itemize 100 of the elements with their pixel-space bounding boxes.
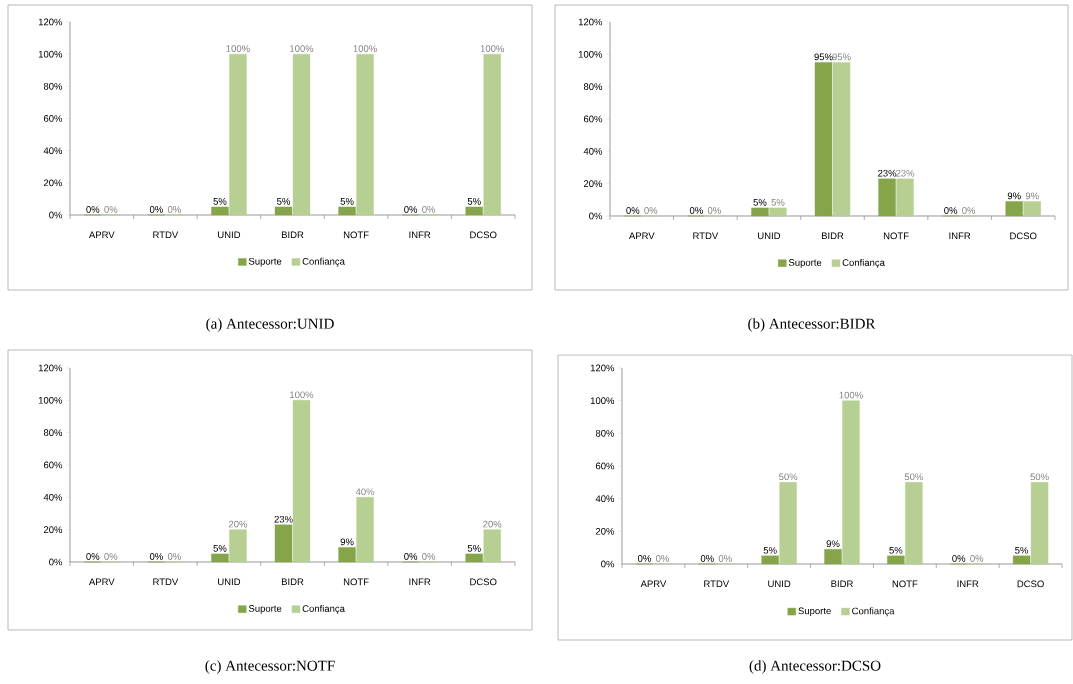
data-label: 50% xyxy=(1030,473,1049,481)
x-tick-label: INFR xyxy=(409,578,431,586)
data-label: 9% xyxy=(340,538,354,546)
x-tick-label: UNID xyxy=(768,580,791,588)
data-label: 0% xyxy=(167,206,181,213)
bar xyxy=(211,206,229,216)
bar xyxy=(483,529,501,563)
data-label: 0% xyxy=(104,206,118,213)
data-label: 0% xyxy=(404,206,418,213)
y-tick-label: 80% xyxy=(595,429,615,437)
legend-label: Confiança xyxy=(852,607,895,617)
text: (b) Antecessor:BIDR xyxy=(748,318,876,332)
y-tick-label: 40% xyxy=(43,147,63,155)
legend-label: Suporte xyxy=(248,257,282,267)
y-tick-label: 40% xyxy=(43,493,63,501)
y-tick-label: 80% xyxy=(43,82,63,90)
y-tick-label: 120% xyxy=(578,18,603,26)
bar xyxy=(887,555,905,565)
data-label: 0% xyxy=(707,207,721,214)
legend-label: Confiança xyxy=(842,258,885,268)
data-label: 40% xyxy=(355,488,375,496)
data-label: 100% xyxy=(839,391,863,399)
data-label: 5% xyxy=(771,199,785,206)
bar xyxy=(292,400,311,563)
y-tick-label: 100% xyxy=(38,50,63,58)
bar xyxy=(824,549,842,565)
data-label: 9% xyxy=(1007,192,1021,200)
legend-label: Suporte xyxy=(798,607,831,617)
data-label: 9% xyxy=(826,540,840,548)
data-label: 100% xyxy=(480,45,505,52)
data-label: 23% xyxy=(274,515,293,523)
data-label: 5% xyxy=(763,546,777,554)
bar xyxy=(896,178,914,217)
bar xyxy=(1012,555,1031,565)
x-tick-label: RTDV xyxy=(693,232,719,240)
data-label: 5% xyxy=(340,198,354,205)
bar xyxy=(211,553,229,563)
y-tick-label: 20% xyxy=(583,180,603,188)
data-label: 0% xyxy=(167,553,181,560)
bar xyxy=(292,53,311,216)
bar xyxy=(814,62,833,217)
x-tick-label: APRV xyxy=(88,231,115,239)
y-tick-label: 60% xyxy=(43,115,63,122)
y-tick-label: 40% xyxy=(595,495,615,503)
bar xyxy=(229,53,247,216)
x-tick-label: APRV xyxy=(88,578,115,586)
data-label: 23% xyxy=(878,169,897,177)
bar xyxy=(465,553,483,563)
bar xyxy=(905,482,923,565)
bar xyxy=(832,62,851,217)
legend-label: Confiança xyxy=(302,604,345,614)
data-label: 5% xyxy=(467,545,481,552)
x-tick-label: DCSO xyxy=(470,578,497,586)
x-tick-label: RTDV xyxy=(704,580,730,588)
data-label: 0% xyxy=(422,206,436,213)
bar xyxy=(274,524,293,563)
data-label: 100% xyxy=(290,391,314,399)
y-tick-label: 0% xyxy=(601,560,615,568)
data-label: 5% xyxy=(889,546,903,554)
data-label: 0% xyxy=(689,207,703,214)
x-tick-label: RTDV xyxy=(153,231,179,239)
bar xyxy=(842,400,860,565)
y-tick-label: 60% xyxy=(43,461,63,469)
data-label: 0% xyxy=(952,555,966,562)
bar xyxy=(338,206,356,216)
bar xyxy=(779,482,797,565)
x-tick-label: BIDR xyxy=(281,578,304,586)
x-tick-label: DCSO xyxy=(1010,232,1037,240)
data-label: 5% xyxy=(213,198,227,205)
bar xyxy=(465,206,483,216)
x-tick-label: NOTF xyxy=(892,580,918,588)
x-tick-label: NOTF xyxy=(343,578,369,586)
y-tick-label: 80% xyxy=(583,83,603,91)
x-tick-label: BIDR xyxy=(821,232,844,240)
x-tick-label: APRV xyxy=(640,580,667,588)
y-tick-label: 60% xyxy=(583,115,603,123)
data-label: 50% xyxy=(904,473,924,481)
data-label: 9% xyxy=(1025,192,1039,200)
x-tick-label: UNID xyxy=(218,231,241,239)
y-tick-label: 100% xyxy=(578,50,603,58)
bar xyxy=(356,53,374,216)
x-tick-label: NOTF xyxy=(343,231,369,239)
data-label: 0% xyxy=(962,207,976,214)
x-tick-label: INFR xyxy=(409,231,431,239)
x-tick-label: DCSO xyxy=(470,231,497,239)
bar xyxy=(1023,201,1041,217)
data-label: 5% xyxy=(1015,546,1029,554)
x-tick-label: RTDV xyxy=(153,578,179,586)
bar xyxy=(356,497,374,563)
data-label: 0% xyxy=(422,553,436,560)
data-label: 0% xyxy=(700,555,714,562)
data-label: 100% xyxy=(226,45,250,52)
data-label: 5% xyxy=(213,545,227,552)
bar xyxy=(1030,482,1049,565)
data-label: 0% xyxy=(944,207,958,214)
data-label: 0% xyxy=(149,206,163,213)
bar xyxy=(769,207,787,217)
data-label: 23% xyxy=(896,169,915,177)
legend-label: Confiança xyxy=(302,257,345,267)
bar xyxy=(338,547,356,563)
